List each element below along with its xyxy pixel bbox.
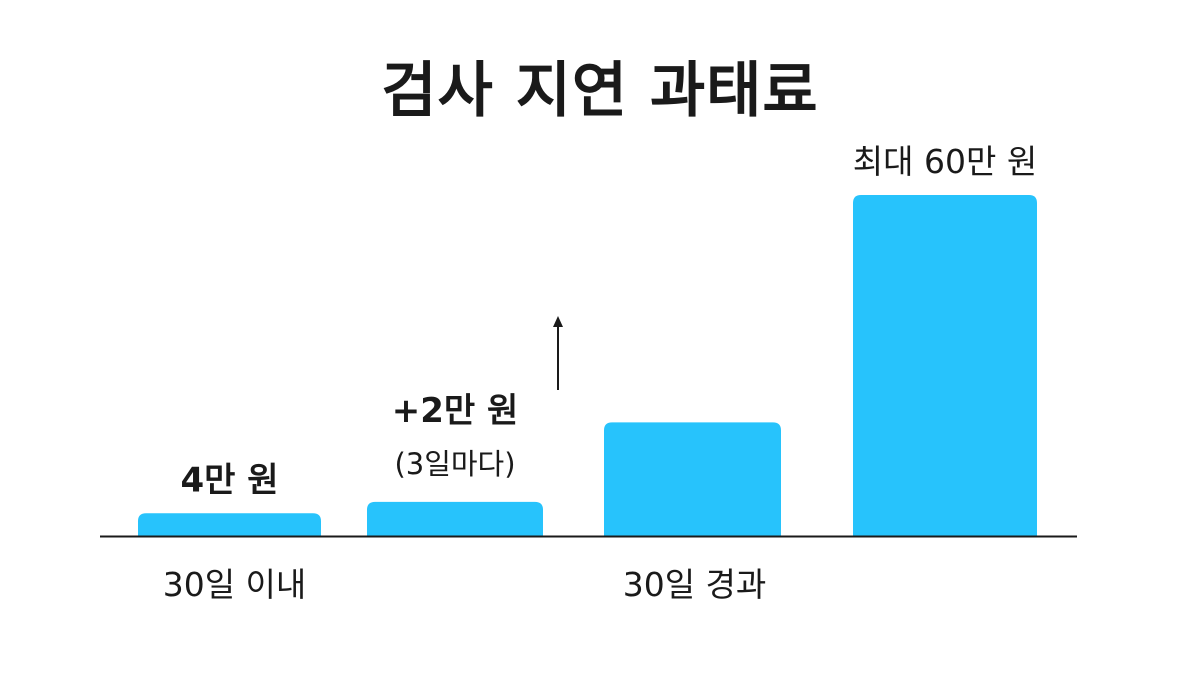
bar-2 [367, 501, 543, 536]
bars-group [138, 195, 1037, 536]
increase-arrow-head [553, 316, 563, 327]
data-label-bar-4: 최대 60만 원 [853, 142, 1037, 181]
bar-1 [138, 513, 321, 536]
data-label-bar-2: +2만 원 [392, 391, 519, 431]
bar-4 [853, 195, 1037, 536]
data-label-note-bar-2: (3일마다) [394, 447, 515, 481]
data-label-bar-1: 4만 원 [180, 460, 278, 500]
x-label-after-30-days: 30일 경과 [623, 565, 767, 604]
bar-3 [604, 422, 781, 536]
labels-group: 4만 원 +2만 원 (3일마다) 최대 60만 원 30일 이내 30일 경과 [163, 142, 1037, 604]
x-label-within-30-days: 30일 이내 [163, 565, 307, 604]
chart-title: 검사 지연 과태료 [381, 56, 819, 126]
